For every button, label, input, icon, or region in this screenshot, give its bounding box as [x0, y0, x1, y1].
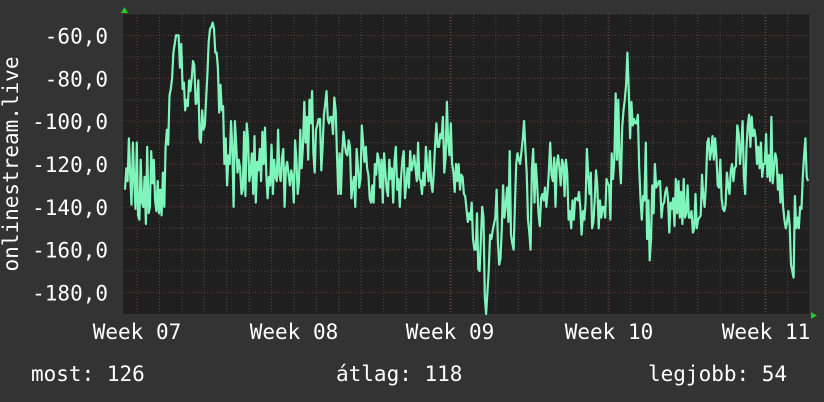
y-axis-arrow-icon: [121, 7, 128, 13]
x-tick-label: Week 11: [722, 320, 811, 344]
y-tick-label: -120,0: [32, 153, 108, 177]
x-axis-ticks: Week 07 Week 08 Week 09 Week 10 Week 11: [93, 320, 811, 344]
y-tick-label: -100,0: [32, 110, 108, 134]
y-tick-label: -180,0: [32, 282, 108, 306]
data-series-line: [123, 21, 810, 316]
x-tick-label: Week 09: [406, 320, 495, 344]
y-tick-label: -160,0: [32, 239, 108, 263]
x-tick-label: Week 08: [250, 320, 339, 344]
x-tick-label: Week 07: [93, 320, 182, 344]
best-value: legjobb: 54: [648, 362, 788, 386]
current-value: most: 126: [31, 362, 145, 386]
y-axis-ticks: -60,0 -80,0 -100,0 -120,0 -140,0 -160,0 -180,0: [32, 24, 108, 305]
average-value: átlag: 118: [336, 362, 463, 386]
y-axis-label: onlinestream.live: [0, 57, 23, 272]
y-tick-label: -80,0: [45, 67, 108, 91]
x-axis-arrow-icon: [811, 312, 817, 319]
x-tick-label: Week 10: [565, 320, 654, 344]
y-tick-label: -140,0: [32, 196, 108, 220]
y-tick-label: -60,0: [45, 24, 108, 48]
